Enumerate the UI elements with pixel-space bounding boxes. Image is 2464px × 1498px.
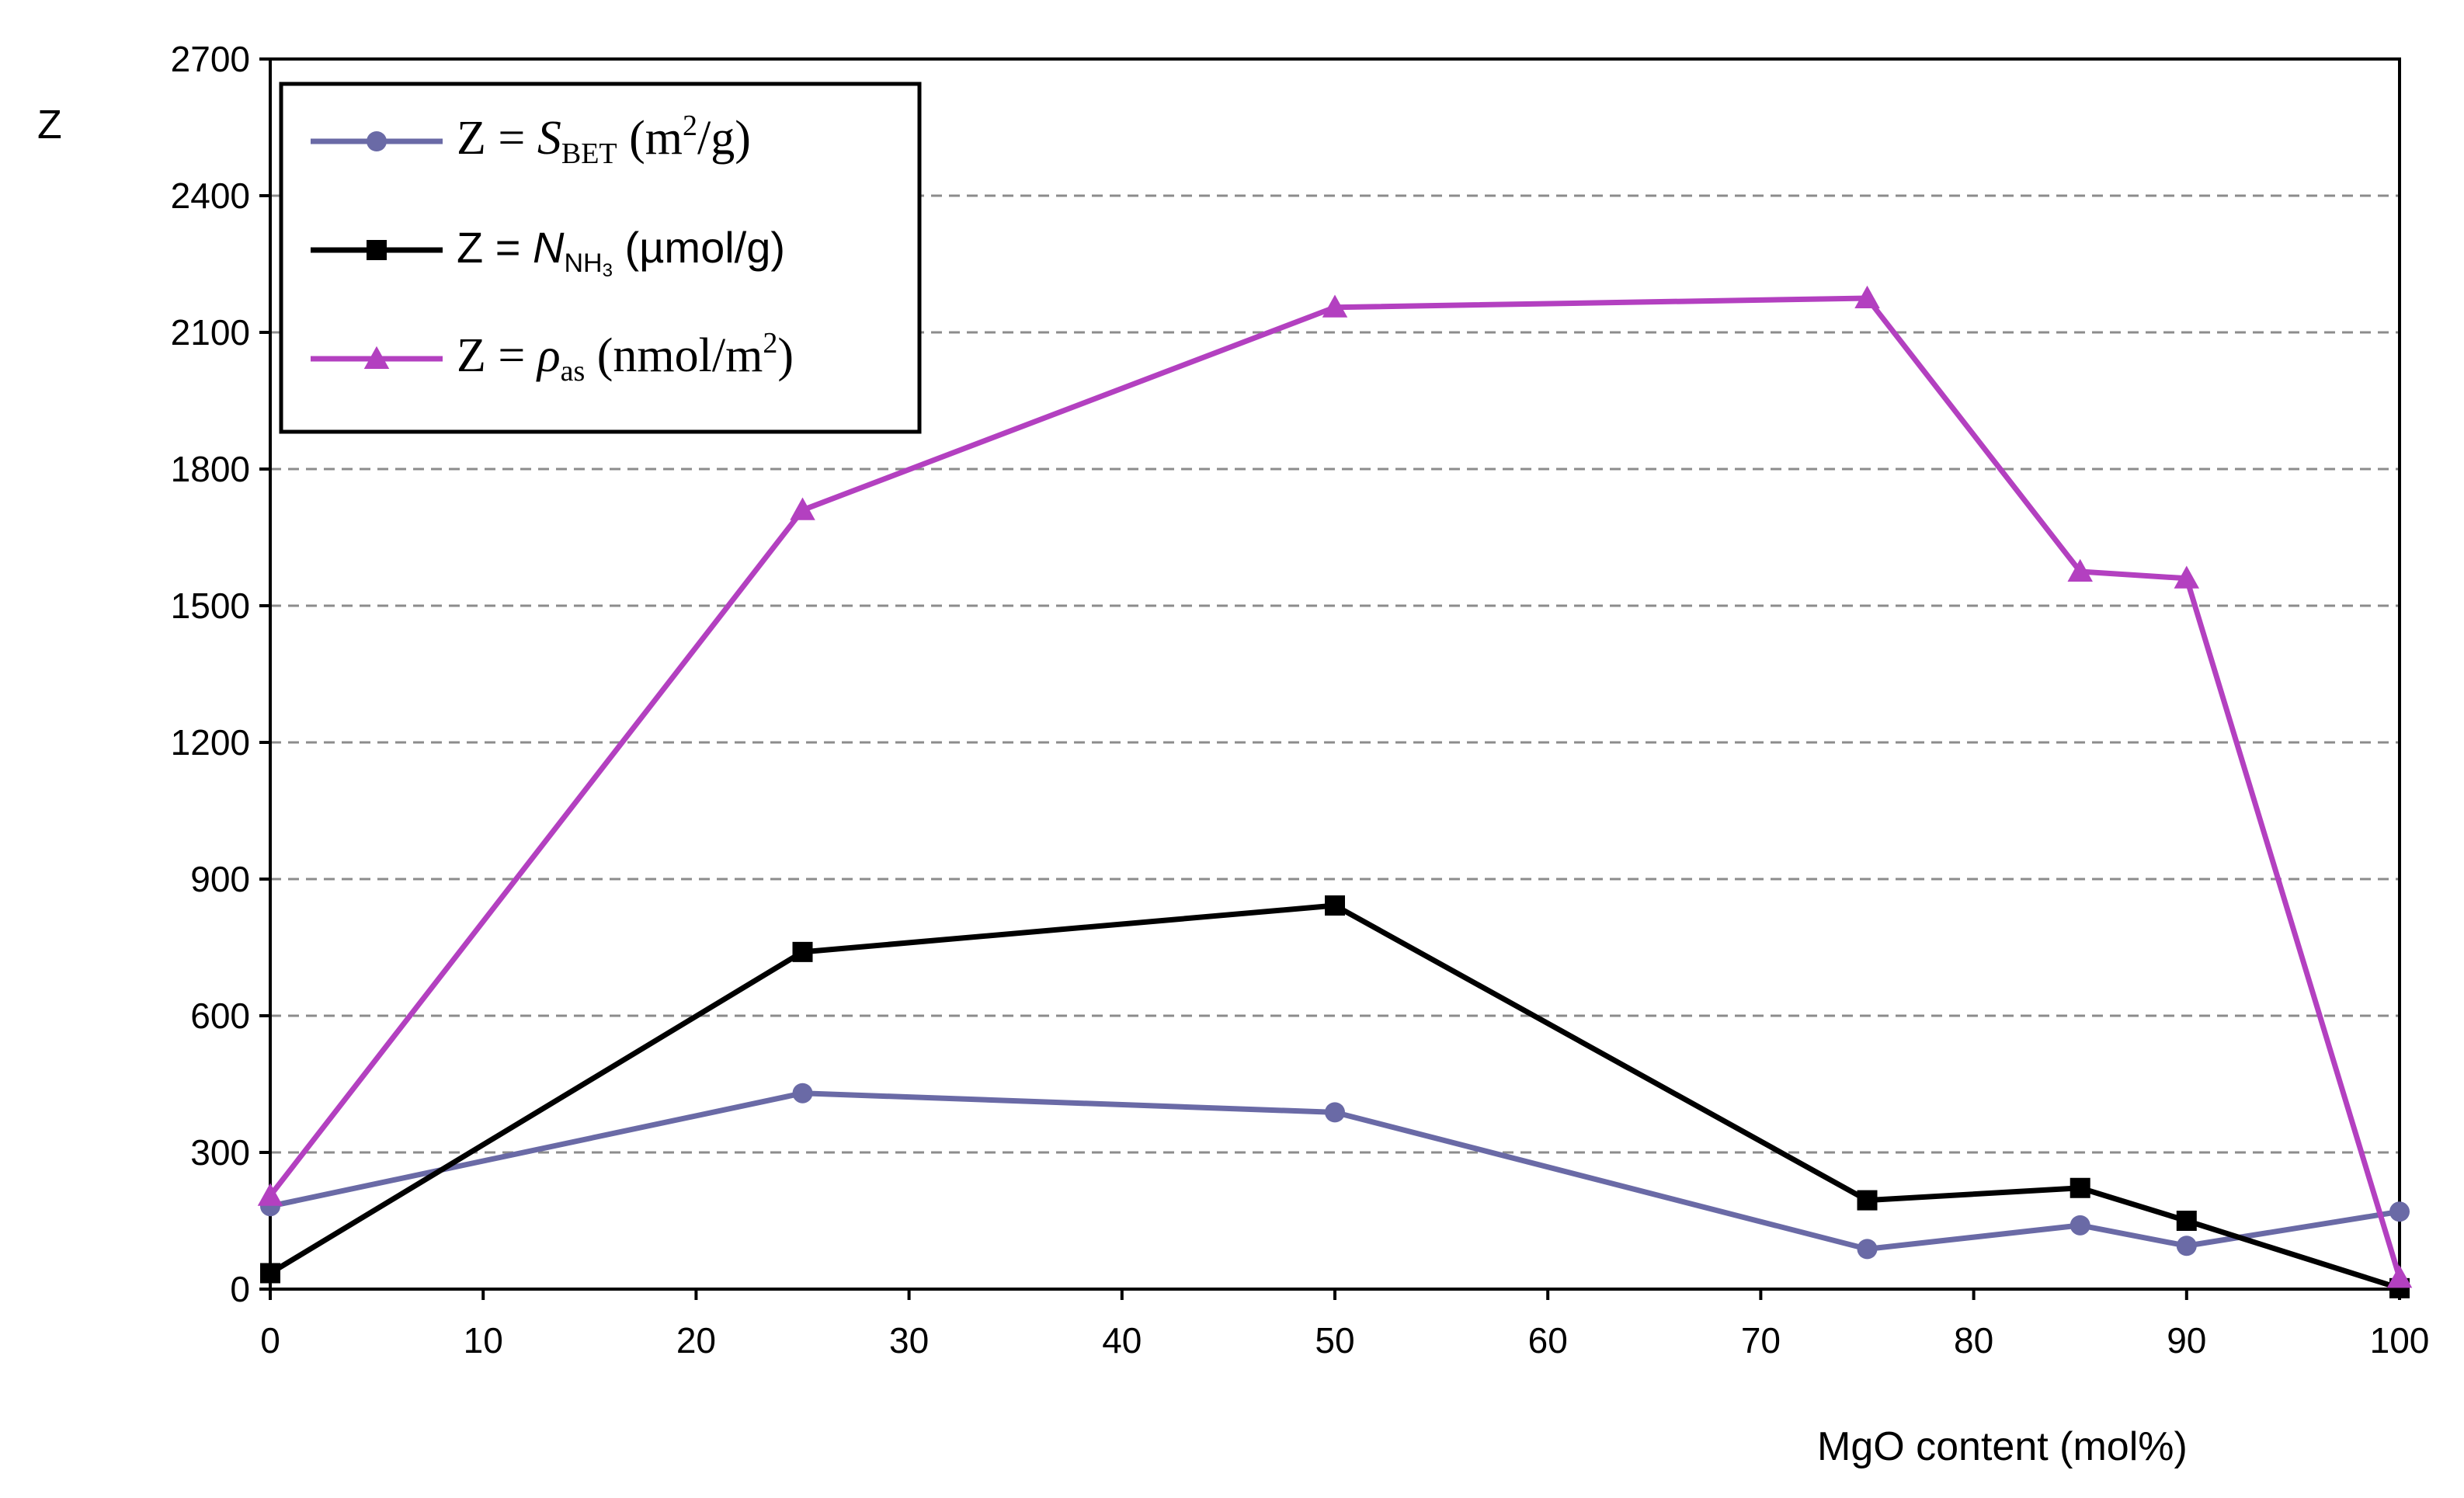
series-1-point (792, 1083, 813, 1104)
series-3-point (1854, 285, 1880, 308)
x-tick-label: 60 (1528, 1320, 1568, 1361)
y-tick-label: 2100 (171, 312, 250, 353)
series-3-point (2174, 565, 2200, 589)
y-tick-label: 2400 (171, 176, 250, 216)
legend-swatch-marker (363, 346, 390, 369)
legend-swatch-marker (367, 131, 387, 151)
y-tick-label: 2700 (171, 39, 250, 79)
series-1 (260, 1083, 2410, 1260)
series-3-point (1322, 294, 1348, 318)
series-2-point (2070, 1177, 2090, 1198)
series-3-point (2067, 558, 2093, 582)
y-tick-label: 1200 (171, 722, 250, 763)
series-3-point (257, 1183, 283, 1206)
legend-entry-1: Z = SBET (m2/g) (311, 109, 751, 170)
y-axis-title: Z (37, 103, 62, 148)
y-tick-label: 900 (190, 859, 250, 899)
x-tick-label: 40 (1102, 1320, 1142, 1361)
series-3-point (790, 497, 815, 520)
legend-label: Z = ρas (nmol/m2) (457, 327, 794, 388)
grid-lines (270, 194, 2400, 1154)
series-1-point (2070, 1215, 2090, 1236)
legend-label: Z = NNH3 (µmol/g) (457, 223, 785, 281)
series-2-point (1325, 895, 1345, 916)
x-tick-label: 0 (260, 1320, 280, 1361)
series-1-point (1857, 1239, 1878, 1260)
series-3 (257, 285, 2413, 1288)
legend-swatch-marker (367, 240, 387, 260)
x-tick-label: 70 (1741, 1320, 1781, 1361)
legend-entry-2: Z = NNH3 (µmol/g) (311, 223, 785, 281)
series-2-point (2176, 1211, 2197, 1231)
x-tick-label: 30 (889, 1320, 929, 1361)
series-1-point (2389, 1201, 2410, 1222)
series-2-point (1857, 1190, 1878, 1211)
series-2-point (260, 1263, 280, 1284)
x-axis-ticks: 0 10 20 30 40 50 60 70 80 90 100 (260, 1289, 2429, 1361)
series-1-point (2176, 1236, 2197, 1256)
series-2-point (792, 941, 813, 962)
series-group (257, 285, 2413, 1298)
series-2 (260, 895, 2410, 1298)
series-3-point (2386, 1265, 2413, 1288)
series-3-line (268, 295, 2403, 1279)
x-tick-label: 20 (676, 1320, 716, 1361)
x-tick-label: 90 (2167, 1320, 2206, 1361)
x-tick-label: 100 (2370, 1320, 2430, 1361)
series-1-point (1325, 1102, 1345, 1123)
legend-label: Z = SBET (m2/g) (457, 109, 751, 170)
y-tick-label: 600 (190, 996, 250, 1036)
y-tick-label: 0 (230, 1269, 250, 1309)
y-tick-label: 1500 (171, 586, 250, 626)
x-axis-title: MgO content (mol%) (1817, 1424, 2188, 1469)
y-tick-label: 1800 (171, 449, 250, 489)
legend-entry-3: Z = ρas (nmol/m2) (311, 327, 794, 388)
x-tick-label: 80 (1954, 1320, 1993, 1361)
y-tick-label: 300 (190, 1132, 250, 1173)
x-tick-label: 50 (1315, 1320, 1354, 1361)
y-axis-ticks: 0 300 600 900 1200 1500 1800 2100 2400 2700 (171, 39, 270, 1309)
legend: Z = SBET (m2/g) Z = NNH3 (µmol/g) Z = ρas … (279, 82, 922, 434)
x-tick-label: 10 (464, 1320, 503, 1361)
